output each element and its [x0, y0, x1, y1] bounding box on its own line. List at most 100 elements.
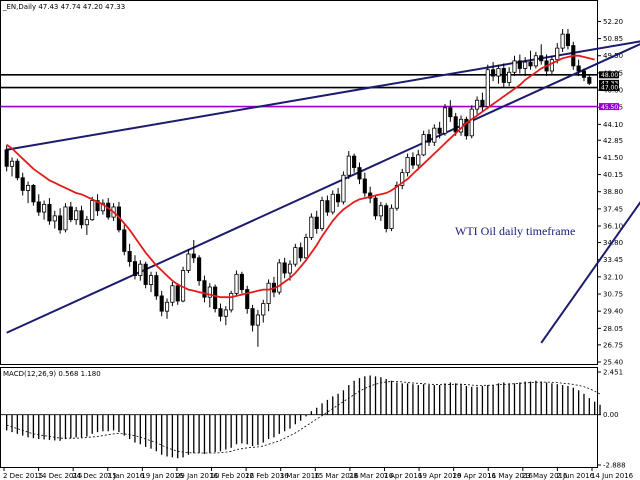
candle-bull: [9, 160, 15, 167]
candle-bull: [416, 154, 421, 166]
candle-bull: [475, 99, 480, 110]
date-tick-label: 29 Apr 2016: [453, 472, 497, 480]
candle-bull: [207, 286, 212, 298]
candle-bull: [330, 193, 335, 213]
price-tick-label: 28.05: [603, 325, 623, 333]
candle-bear: [154, 275, 159, 297]
candle-bear: [202, 280, 207, 298]
chart-header: _EN,Daily 47.43 47.74 47.20 47.33: [2, 3, 125, 11]
candle-bull: [303, 237, 309, 259]
candle-bear: [79, 210, 84, 226]
date-tick-label: 19 Jan 2016: [141, 472, 184, 480]
candle-bull: [319, 200, 325, 229]
candle-bear: [453, 116, 458, 133]
date-tick-label: 14 Dec 2015: [38, 472, 83, 480]
candle-bear: [218, 308, 223, 317]
level-label: 47.00: [601, 85, 618, 92]
macd-tick-label: 2.451: [603, 369, 623, 377]
candle-bear: [336, 193, 341, 203]
candle-bear: [250, 308, 255, 326]
candle-bear: [132, 261, 138, 276]
candle-bull: [287, 263, 293, 274]
candle-bull: [469, 108, 474, 137]
candle-bull: [277, 262, 282, 293]
candle-bear: [464, 118, 469, 137]
price-tick-label: 50.85: [603, 35, 623, 43]
candle-bull: [293, 247, 298, 265]
candle-bear: [352, 155, 357, 168]
candle-bear: [143, 263, 148, 285]
candle-bull: [421, 134, 426, 156]
candle-bear: [410, 157, 415, 166]
candle-bear: [539, 55, 544, 62]
candle-bull: [512, 60, 517, 73]
plot-layer: 52.2050.8549.5048.1546.8045.4544.1042.85…: [1, 18, 640, 480]
date-tick-label: 15 Mar 2016: [314, 472, 359, 480]
candle-bull: [405, 157, 410, 174]
candle-bear: [362, 178, 367, 194]
price-tick-label: 37.45: [603, 205, 623, 213]
candle-bull: [523, 61, 528, 69]
level-label: 45.50: [601, 104, 618, 111]
date-tick-label: 2 Dec 2015: [3, 472, 43, 480]
candle-bear: [384, 205, 389, 229]
candle-bull: [234, 273, 239, 294]
price-tick-label: 40.15: [603, 171, 623, 179]
candle-bear: [576, 65, 581, 72]
price-tick-label: 33.45: [603, 256, 623, 264]
candle-bull: [533, 55, 538, 67]
candle-bear: [491, 69, 496, 77]
candle-bear: [528, 61, 533, 67]
moving-average-line: [6, 54, 595, 299]
price-tick-label: 32.10: [603, 273, 623, 281]
macd-tick-label: 0.00: [603, 411, 619, 419]
candle-bear: [298, 247, 303, 259]
candle-bull: [442, 107, 448, 134]
candle-bear: [437, 127, 442, 134]
candle-bear: [426, 134, 432, 143]
chart-annotation: WTI Oil daily timeframe: [455, 224, 575, 238]
candle-bear: [245, 289, 250, 310]
candle-bear: [325, 200, 330, 213]
candle-bull: [170, 285, 175, 303]
candle-bull: [346, 155, 351, 176]
candle-bull: [52, 215, 57, 222]
candle-bear: [448, 107, 453, 118]
candle-bull: [400, 172, 405, 186]
candle-bull: [100, 202, 105, 212]
price-tick-label: 36.10: [603, 223, 623, 231]
date-tick-label: 3 Mar 2016: [280, 472, 320, 480]
candle-bear: [373, 197, 378, 217]
candle-bull: [507, 71, 512, 83]
candle-bear: [517, 60, 522, 69]
candle-bear: [36, 201, 41, 213]
candle-bear: [480, 99, 485, 107]
candle-bear: [191, 253, 196, 259]
candle-bear: [127, 251, 132, 263]
candle-bear: [501, 68, 506, 83]
candle-bear: [587, 76, 592, 84]
candle-bull: [186, 253, 191, 271]
candle-bear: [197, 257, 202, 282]
candle-bear: [213, 286, 218, 310]
price-tick-label: 25.40: [603, 359, 623, 367]
candle-bull: [229, 292, 234, 311]
candle-bear: [58, 215, 63, 231]
price-tick-label: 38.80: [603, 188, 623, 196]
candle-bear: [95, 200, 100, 212]
candle-bull: [266, 282, 271, 304]
candle-bull: [138, 263, 143, 276]
date-tick-label: 19 Apr 2016: [418, 472, 462, 480]
date-tick-label: 22 Feb 2016: [245, 472, 289, 480]
candle-bull: [555, 47, 560, 60]
candle-bull: [496, 68, 501, 77]
candle-bull: [74, 210, 79, 221]
date-tick-label: 7 Jan 2016: [107, 472, 145, 480]
candle-bull: [394, 184, 399, 209]
price-tick-label: 30.75: [603, 291, 623, 299]
price-tick-label: 29.40: [603, 308, 623, 316]
candle-bear: [122, 229, 127, 252]
date-tick-label: 24 Dec 2015: [72, 472, 117, 480]
price-tick-label: 26.75: [603, 341, 623, 349]
price-tick-label: 34.80: [603, 239, 623, 247]
